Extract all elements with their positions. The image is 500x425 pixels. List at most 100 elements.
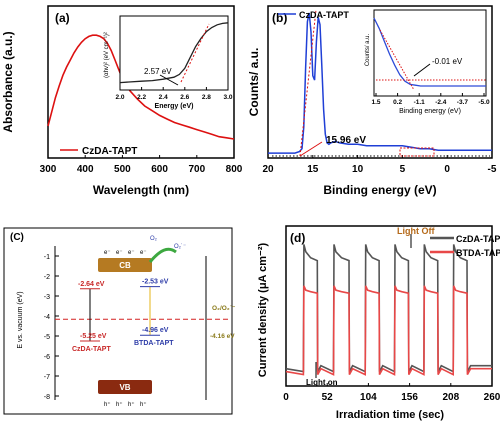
panel-c-electron-4: e⁻ bbox=[140, 250, 147, 256]
panel-c-yticks: -1 -2 -3 -4 -5 -6 -7 -8 bbox=[44, 254, 59, 401]
panel-d-label: (d) bbox=[290, 231, 305, 245]
panel-b-inset-x-tick-label: -2.4 bbox=[435, 99, 447, 106]
panel-d-x-tick-label: 260 bbox=[484, 392, 500, 403]
panel-d: (d) Irradiation time (sec) Current densi… bbox=[257, 225, 500, 421]
panel-c-hole-2: h⁺ bbox=[116, 401, 123, 408]
panel-b-frame bbox=[267, 5, 493, 159]
panel-b-inset-arrow bbox=[413, 63, 431, 77]
panel-d-legend-czda-text: CzDA-TAPT bbox=[456, 234, 500, 244]
panel-a-xlabel: Wavelength (nm) bbox=[93, 183, 189, 197]
panel-c-btda-cb-value: -2.53 eV bbox=[142, 279, 169, 286]
panel-c-o2-label: O₂ bbox=[150, 236, 158, 242]
panel-b-inset-xlabel: Binding energy (eV) bbox=[399, 108, 461, 115]
panel-b-annotation: 15.96 eV bbox=[326, 135, 366, 146]
panel-c-electron-3: e⁻ bbox=[128, 250, 135, 256]
panel-a-x-tick-label: 300 bbox=[40, 164, 57, 175]
panel-c-y-tick-label: -5 bbox=[44, 334, 50, 341]
panel-b-x-tick-label: 15 bbox=[307, 164, 319, 175]
panel-a-inset-ylabel: (αhv)² (eV cm⁻¹)² bbox=[104, 32, 110, 78]
panel-b-inset-frame bbox=[373, 9, 487, 97]
panel-a-inset-x-tick-label: 2.2 bbox=[137, 94, 146, 101]
panel-c: (C) -1 -2 -3 -4 -5 -6 -7 -8 E vs. vacuum (eV) O… bbox=[3, 227, 236, 415]
panel-b-inset-ylabel: Counts/ a.u. bbox=[365, 33, 371, 66]
panel-b-inset-tangent bbox=[379, 29, 415, 91]
panel-c-czda-cb-value: -2.64 eV bbox=[78, 281, 105, 288]
panel-d-xlabel: Irradiation time (sec) bbox=[336, 409, 445, 421]
panel-b-x-tick-label: 10 bbox=[352, 164, 364, 175]
panel-a-inset-annotation: 2.57 eV bbox=[144, 67, 172, 76]
panel-d-light-off-label: Light Off bbox=[397, 226, 435, 236]
panel-d-btda-line bbox=[285, 285, 492, 376]
panel-b-inset-x-tick-label: 1.5 bbox=[371, 99, 380, 106]
panel-a-frame bbox=[47, 5, 235, 159]
panel-a-legend-text: CzDA-TAPT bbox=[82, 146, 137, 157]
panel-b-label: (b) bbox=[272, 11, 287, 25]
panel-a-xticks: 300 400 500 600 700 800 bbox=[40, 155, 243, 175]
panel-a-inset-xlabel: Energy (eV) bbox=[155, 103, 194, 110]
panel-d-x-tick-label: 156 bbox=[401, 392, 418, 403]
panel-b-x-tick-label: -5 bbox=[488, 164, 497, 175]
panel-c-electron-2: e⁻ bbox=[116, 250, 123, 256]
panel-d-frame bbox=[285, 225, 493, 387]
panel-c-czda-name: CzDA-TAPT bbox=[72, 346, 111, 353]
panel-b-arrow bbox=[299, 141, 323, 157]
panel-d-xticks: 0 52 104 156 208 260 bbox=[283, 383, 500, 403]
panel-c-electron-1: e⁻ bbox=[104, 250, 111, 256]
panel-c-hole-4: h⁺ bbox=[140, 401, 147, 408]
panel-a-inset-x-tick-label: 2.8 bbox=[202, 94, 211, 101]
panel-a-inset-xticks: 2.0 2.2 2.4 2.6 2.8 3.0 bbox=[115, 87, 233, 101]
panel-a-label: (a) bbox=[55, 11, 70, 25]
panel-a-x-tick-label: 700 bbox=[188, 164, 205, 175]
panel-a-inset-x-tick-label: 3.0 bbox=[223, 94, 232, 101]
panel-b-ylabel: Counts/ a.u. bbox=[247, 48, 261, 117]
panel-a: (a) Wavelength (nm) Absorbance (a.u.) 30… bbox=[1, 5, 243, 197]
panel-a-x-tick-label: 600 bbox=[151, 164, 168, 175]
panel-b-x-tick-label: 0 bbox=[444, 164, 450, 175]
panel-a-x-tick-label: 800 bbox=[226, 164, 243, 175]
panel-c-cb-box bbox=[98, 258, 152, 272]
panel-a-inset-x-tick-label: 2.0 bbox=[115, 94, 124, 101]
panel-d-czda-line bbox=[285, 244, 492, 373]
panel-d-x-tick-label: 208 bbox=[442, 392, 459, 403]
panel-c-y-tick-label: -8 bbox=[44, 394, 50, 401]
panel-b-inset-x-tick-label: -5.0 bbox=[478, 99, 490, 106]
panel-b-tangent bbox=[299, 9, 317, 157]
panel-a-x-tick-label: 400 bbox=[77, 164, 94, 175]
panel-c-reference-label: O₂/O₂˙⁻ bbox=[212, 304, 236, 312]
panel-b-inset-xticks: 1.5 0.2 -1.1 -2.4 -3.7 -5.0 bbox=[371, 93, 490, 106]
panel-c-hole-1: h⁺ bbox=[104, 401, 111, 408]
panel-a-x-tick-label: 500 bbox=[114, 164, 131, 175]
panel-d-x-tick-label: 52 bbox=[322, 392, 334, 403]
panel-c-btda-name: BTDA-TAPT bbox=[134, 340, 174, 347]
panel-c-vb-label: VB bbox=[119, 383, 130, 392]
panel-c-frame bbox=[3, 227, 233, 415]
panel-a-inset-tangent bbox=[180, 23, 210, 83]
panel-c-o2-radical-label: O₂˙⁻ bbox=[174, 244, 186, 250]
panel-b-inset-x-tick-label: -1.1 bbox=[414, 99, 426, 106]
panel-a-inset-arrow bbox=[159, 74, 179, 86]
panel-b-inset-x-tick-label: 0.2 bbox=[393, 99, 402, 106]
panel-b-inset-curve bbox=[373, 17, 486, 87]
panel-c-czda-vb-value: -5.25 eV bbox=[80, 333, 107, 340]
panel-c-reference-value: -4.16 eV bbox=[210, 333, 235, 340]
panel-d-legend-btda-text: BTDA-TAPT bbox=[456, 248, 500, 258]
panel-c-o2-arrow bbox=[148, 247, 177, 263]
panel-b: (b) Binding energy (eV) Counts/ a.u. 20 1… bbox=[247, 5, 497, 197]
panel-a-ylabel: Absorbance (a.u.) bbox=[1, 31, 15, 132]
panel-c-y-tick-label: -2 bbox=[44, 274, 50, 281]
panel-b-legend-text: CzDA-TAPT bbox=[299, 10, 349, 20]
panel-c-y-tick-label: -6 bbox=[44, 354, 50, 361]
panel-a-inset-x-tick-label: 2.6 bbox=[180, 94, 189, 101]
panel-b-xlabel: Binding energy (eV) bbox=[323, 183, 436, 197]
panel-d-ylabel: Current density (μA cm⁻²) bbox=[257, 242, 269, 377]
panel-a-absorbance-line bbox=[47, 34, 235, 140]
panel-a-inset-curve bbox=[119, 22, 229, 84]
panel-b-x-tick-label: 5 bbox=[400, 164, 406, 175]
panel-d-x-tick-label: 104 bbox=[360, 392, 377, 403]
panel-c-y-tick-label: -1 bbox=[44, 254, 50, 261]
panel-d-x-tick-label: 0 bbox=[283, 392, 289, 403]
panel-c-vb-box bbox=[98, 380, 152, 394]
panel-d-light-on-label: Light on bbox=[306, 378, 338, 387]
panel-c-y-tick-label: -3 bbox=[44, 294, 50, 301]
